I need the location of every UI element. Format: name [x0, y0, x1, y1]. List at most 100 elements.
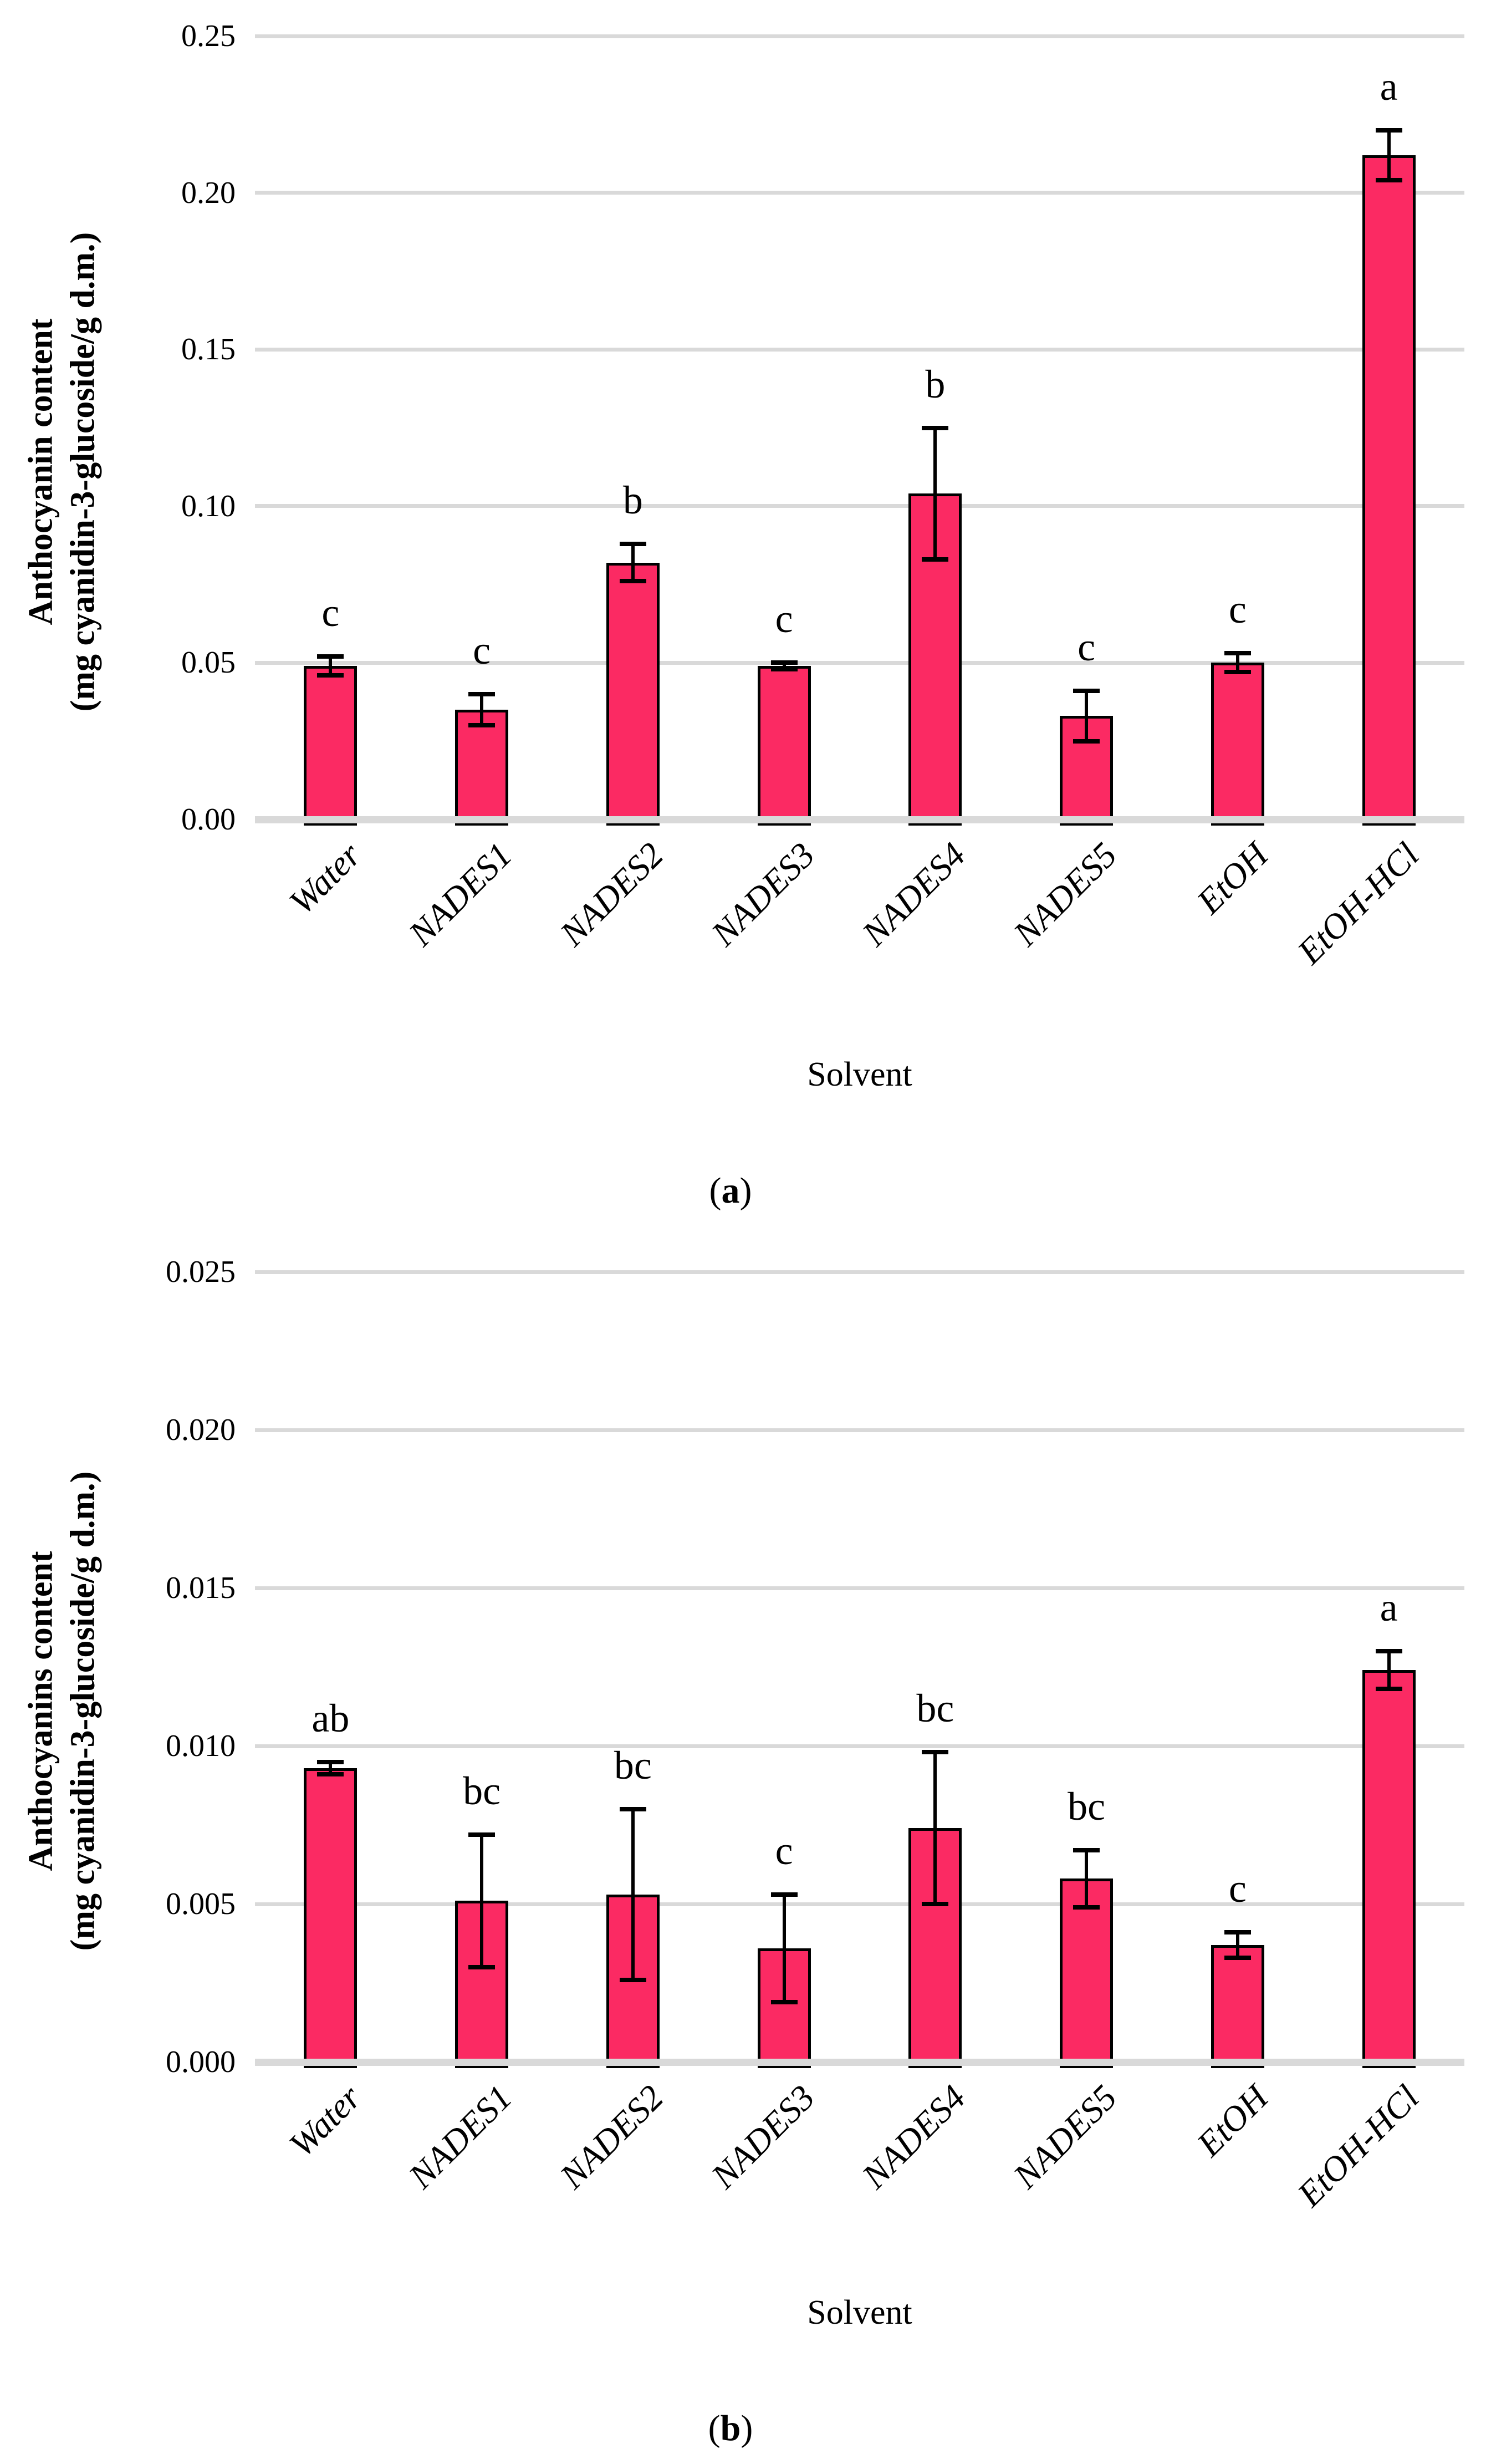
- error-bar-nades1: [480, 1834, 484, 1967]
- error-bar-cap-top: [770, 1892, 798, 1897]
- error-bar-cap-bottom: [317, 1772, 344, 1777]
- gridline: [255, 1428, 1464, 1432]
- x-category-label-nades1: NADES1: [401, 834, 520, 954]
- y-axis-title-b-line2: (mg cyanidin-3-glucoside/g d.m.): [64, 1471, 101, 1951]
- plot-area-a: c Water c NADES1 b NADES2 c NADES3 b NADES4 c NADES…: [255, 34, 1464, 971]
- error-bar-nades1: [480, 694, 484, 726]
- y-tick-label: 0.00: [181, 802, 236, 837]
- bar-water: [304, 1768, 358, 2068]
- x-axis-title-a: Solvent: [807, 1056, 912, 1093]
- y-tick-label: 0.025: [166, 1255, 236, 1289]
- error-bar-cap-bottom: [468, 1965, 496, 1969]
- y-tick-label: 0.15: [181, 332, 236, 367]
- x-axis-baseline: [255, 2058, 1464, 2066]
- plot-area-b: ab Water bc NADES1 bc NADES2 c NADES3 bc NADES4 bc…: [255, 1270, 1464, 2214]
- error-bar-cap-top: [619, 541, 646, 546]
- error-bar-cap-top: [1073, 689, 1100, 694]
- caption-a: (a): [620, 1171, 841, 1211]
- error-bar-cap-bottom: [1375, 1687, 1402, 1692]
- y-tick-label: 0.05: [181, 645, 236, 680]
- significance-letter-etoh-hcl: a: [1380, 1585, 1398, 1630]
- significance-letter-nades1: bc: [463, 1768, 501, 1813]
- error-bar-cap-bottom: [619, 579, 646, 584]
- error-bar-nades3: [782, 663, 786, 669]
- bar-etoh: [1211, 1945, 1264, 2068]
- error-bar-cap-top: [770, 660, 798, 665]
- x-category-label-nades3: NADES3: [703, 2077, 822, 2196]
- x-category-label-etoh-hcl: EtOH-HCl: [1290, 2077, 1427, 2214]
- significance-letter-etoh-hcl: a: [1380, 64, 1398, 109]
- y-axis-title-a: Anthocyanin content (mg cyanidin-3-gluco…: [20, 232, 104, 712]
- y-tick-label: 0.000: [166, 2045, 236, 2079]
- bar-etoh: [1211, 663, 1264, 826]
- caption-b-open: (: [708, 2408, 721, 2448]
- significance-letter-water: c: [321, 590, 340, 635]
- error-bar-cap-top: [468, 1832, 496, 1837]
- significance-letter-nades2: b: [622, 477, 643, 522]
- significance-letter-nades3: c: [775, 597, 793, 642]
- x-category-label-nades4: NADES4: [854, 834, 973, 954]
- y-tick-label: 0.20: [181, 175, 236, 210]
- error-bar-cap-bottom: [1073, 1905, 1100, 1910]
- x-category-label-nades1: NADES1: [401, 2077, 520, 2196]
- error-bar-cap-top: [1224, 651, 1251, 656]
- error-bar-etoh: [1235, 1932, 1239, 1958]
- bar-water: [304, 666, 358, 826]
- caption-b: (b): [620, 2409, 841, 2448]
- error-bar-etoh: [1235, 653, 1239, 673]
- error-bar-cap-top: [1224, 1930, 1251, 1935]
- x-axis-baseline: [255, 816, 1464, 823]
- error-bar-cap-bottom: [317, 673, 344, 678]
- x-category-label-nades3: NADES3: [703, 834, 822, 954]
- gridline: [255, 1902, 1464, 1906]
- gridline: [255, 1270, 1464, 1274]
- error-bar-nades3: [782, 1894, 786, 2002]
- error-bar-cap-top: [317, 654, 344, 659]
- error-bar-cap-bottom: [770, 1999, 798, 2004]
- caption-b-close: ): [741, 2408, 753, 2448]
- error-bar-cap-bottom: [922, 1902, 949, 1906]
- gridline: [255, 347, 1464, 352]
- bar-etoh-hcl: [1362, 155, 1416, 826]
- error-bar-nades2: [631, 1809, 635, 1980]
- significance-letter-nades4: bc: [916, 1686, 954, 1731]
- y-tick-label: 0.015: [166, 1571, 236, 1605]
- y-tick-label: 0.25: [181, 19, 236, 53]
- x-category-label-etoh-hcl: EtOH-HCl: [1290, 834, 1427, 972]
- significance-letter-nades3: c: [775, 1828, 793, 1873]
- error-bar-cap-bottom: [468, 723, 496, 728]
- error-bar-nades4: [933, 1752, 937, 1904]
- error-bar-nades2: [631, 543, 635, 582]
- significance-letter-water: ab: [312, 1696, 350, 1740]
- error-bar-nades5: [1085, 691, 1089, 741]
- y-axis-title-a-line1: Anthocyanin content: [22, 318, 60, 625]
- error-bar-cap-bottom: [1224, 670, 1251, 675]
- significance-letter-nades4: b: [925, 362, 946, 406]
- bar-nades3: [757, 666, 811, 826]
- caption-a-open: (: [709, 1170, 722, 1211]
- error-bar-cap-top: [1375, 128, 1402, 133]
- y-tick-label: 0.005: [166, 1887, 236, 1921]
- x-category-label-nades5: NADES5: [1005, 2077, 1125, 2196]
- error-bar-nades4: [933, 427, 937, 559]
- y-axis-title-b: Anthocyanins content (mg cyanidin-3-gluc…: [20, 1472, 104, 1951]
- error-bar-cap-bottom: [770, 666, 798, 671]
- error-bar-etoh-hcl: [1387, 1651, 1391, 1689]
- x-category-label-nades4: NADES4: [854, 2077, 973, 2196]
- gridline: [255, 191, 1464, 195]
- x-category-label-etoh: EtOH: [1189, 834, 1275, 922]
- significance-letter-etoh: c: [1228, 587, 1247, 632]
- caption-b-letter: b: [720, 2408, 741, 2448]
- bar-nades2: [606, 562, 660, 826]
- error-bar-water: [329, 656, 333, 675]
- significance-letter-nades5: bc: [1068, 1784, 1106, 1829]
- y-axis-title-b-line1: Anthocyanins content: [22, 1551, 60, 1871]
- x-category-label-etoh: EtOH: [1189, 2077, 1275, 2164]
- error-bar-cap-bottom: [1073, 739, 1100, 744]
- x-category-label-water: Water: [281, 834, 369, 922]
- significance-letter-nades2: bc: [614, 1743, 652, 1788]
- x-category-label-nades2: NADES2: [552, 2077, 671, 2196]
- gridline: [255, 34, 1464, 38]
- bar-nades5: [1060, 1878, 1114, 2068]
